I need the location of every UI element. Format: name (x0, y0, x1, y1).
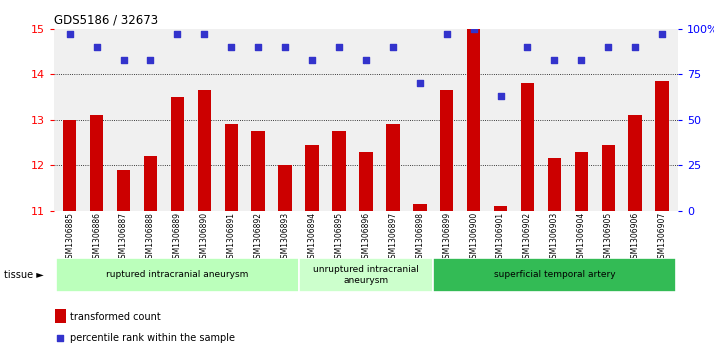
Bar (494, 206, 508, 211)
FancyBboxPatch shape (298, 258, 433, 291)
Point (468, 26, 479, 32)
Point (522, 44, 533, 50)
Bar (628, 115, 642, 211)
Bar (440, 90, 453, 211)
Point (226, 44, 237, 50)
Point (145, 57, 156, 63)
Bar (55, 309, 66, 323)
Bar (117, 170, 130, 211)
Point (279, 44, 291, 50)
Point (495, 93, 506, 99)
Text: percentile rank within the sample: percentile rank within the sample (71, 333, 236, 343)
Bar (359, 152, 373, 211)
Bar (198, 90, 211, 211)
Bar (63, 120, 76, 211)
Bar (251, 131, 265, 211)
Point (306, 57, 318, 63)
Bar (413, 204, 426, 211)
Bar (278, 165, 292, 211)
Text: superficial temporal artery: superficial temporal artery (493, 270, 615, 280)
Bar (144, 156, 157, 211)
Point (333, 44, 345, 50)
Bar (386, 124, 400, 211)
Point (575, 57, 587, 63)
Bar (306, 145, 318, 211)
Bar (90, 115, 104, 211)
Bar (467, 29, 481, 211)
Text: tissue ►: tissue ► (4, 270, 44, 280)
Bar (224, 124, 238, 211)
Point (253, 44, 264, 50)
Point (603, 44, 614, 50)
Bar (655, 81, 669, 211)
Point (91, 44, 102, 50)
Point (55, 335, 66, 340)
Text: ruptured intracranial aneurysm: ruptured intracranial aneurysm (106, 270, 248, 280)
Bar (171, 97, 184, 211)
Bar (332, 131, 346, 211)
Text: GDS5186 / 32673: GDS5186 / 32673 (54, 13, 158, 26)
Point (441, 32, 453, 37)
Point (64, 32, 76, 37)
Text: unruptured intracranial
aneurysm: unruptured intracranial aneurysm (313, 265, 419, 285)
Point (198, 32, 210, 37)
Point (656, 32, 668, 37)
Point (387, 44, 398, 50)
Bar (548, 158, 561, 211)
Bar (602, 145, 615, 211)
Point (414, 81, 426, 86)
FancyBboxPatch shape (433, 258, 675, 291)
Point (171, 32, 183, 37)
Point (118, 57, 129, 63)
Text: transformed count: transformed count (71, 312, 161, 322)
Bar (521, 83, 534, 211)
Point (360, 57, 371, 63)
Bar (575, 152, 588, 211)
Point (549, 57, 560, 63)
FancyBboxPatch shape (56, 258, 298, 291)
Point (630, 44, 641, 50)
